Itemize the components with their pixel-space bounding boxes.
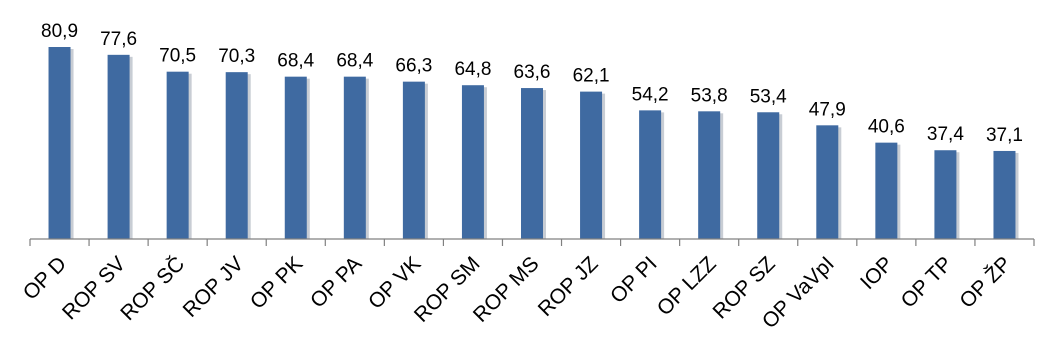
- data-label: 64,8: [454, 59, 491, 80]
- x-tick-label: OP PA: [306, 252, 366, 312]
- x-tick-label: OP ŽP: [955, 252, 1016, 313]
- data-label: 66,3: [395, 56, 432, 77]
- x-tick-label: OP D: [19, 252, 71, 304]
- data-label: 70,3: [218, 46, 255, 67]
- bar: [934, 150, 957, 239]
- bar: [402, 81, 425, 240]
- x-tick-label: IOP: [856, 252, 898, 294]
- bar: [166, 71, 189, 239]
- data-label: 54,2: [632, 84, 669, 105]
- x-tick-label: ROP MS: [469, 252, 544, 327]
- data-label: 37,4: [927, 124, 964, 145]
- bar: [639, 110, 662, 239]
- data-label: 53,8: [691, 85, 728, 106]
- data-label: 68,4: [336, 51, 373, 72]
- x-tick-label: OP PK: [246, 252, 307, 313]
- x-tick-label: ROP SČ: [116, 252, 189, 325]
- bar: [521, 88, 543, 239]
- bar: [48, 47, 71, 239]
- bar: [816, 125, 839, 239]
- data-label: 62,1: [573, 66, 610, 87]
- data-label: 77,6: [100, 29, 137, 50]
- bar: [993, 150, 1016, 239]
- bar: [107, 54, 130, 239]
- data-label: 47,9: [809, 99, 846, 120]
- bar: [461, 85, 484, 239]
- bars-layer: [48, 47, 1019, 240]
- data-label: 80,9: [41, 21, 78, 42]
- data-label: 63,6: [514, 62, 551, 83]
- value-labels: 80,9 77,6 70,5 70,3 68,4 68,4 66,3 64,8 63,6 62,1…: [41, 21, 1023, 146]
- bar: [343, 76, 366, 239]
- bar: [284, 76, 307, 239]
- bar: [580, 91, 603, 240]
- x-tick-label: ROP JV: [179, 252, 249, 322]
- x-tick-label: ROP JZ: [534, 252, 603, 321]
- bar: [225, 72, 248, 239]
- data-label: 53,4: [750, 86, 787, 107]
- data-label: 37,1: [986, 125, 1023, 146]
- data-label: 68,4: [277, 51, 314, 72]
- bar: [698, 111, 721, 239]
- x-axis-ticks: [29, 239, 1035, 246]
- x-tick-label: ROP SV: [58, 252, 130, 324]
- data-label: 40,6: [868, 117, 905, 138]
- bar: [875, 142, 898, 239]
- data-label: 70,5: [159, 46, 196, 67]
- x-tick-label: OP TP: [897, 252, 957, 312]
- x-tick-label: OP PI: [606, 252, 662, 308]
- bar: [757, 112, 780, 239]
